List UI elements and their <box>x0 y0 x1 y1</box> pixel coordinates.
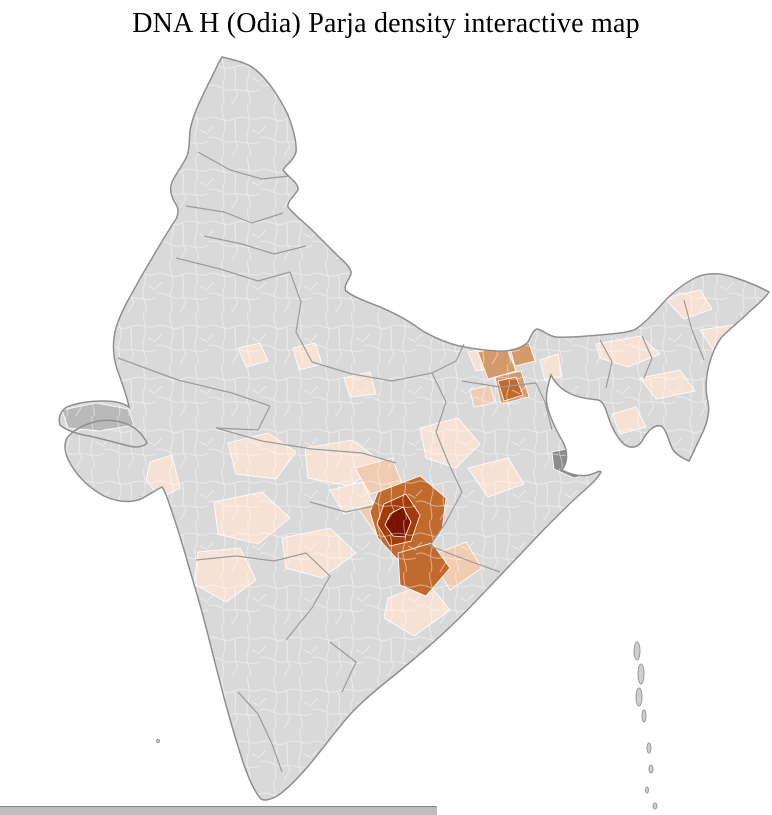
page-title: DNA H (Odia) Parja density interactive m… <box>132 8 640 39</box>
state-borders <box>117 151 705 773</box>
horizontal-scrollbar[interactable] <box>0 806 437 815</box>
district-boundaries-texture <box>59 57 769 800</box>
islands[interactable] <box>156 641 658 810</box>
